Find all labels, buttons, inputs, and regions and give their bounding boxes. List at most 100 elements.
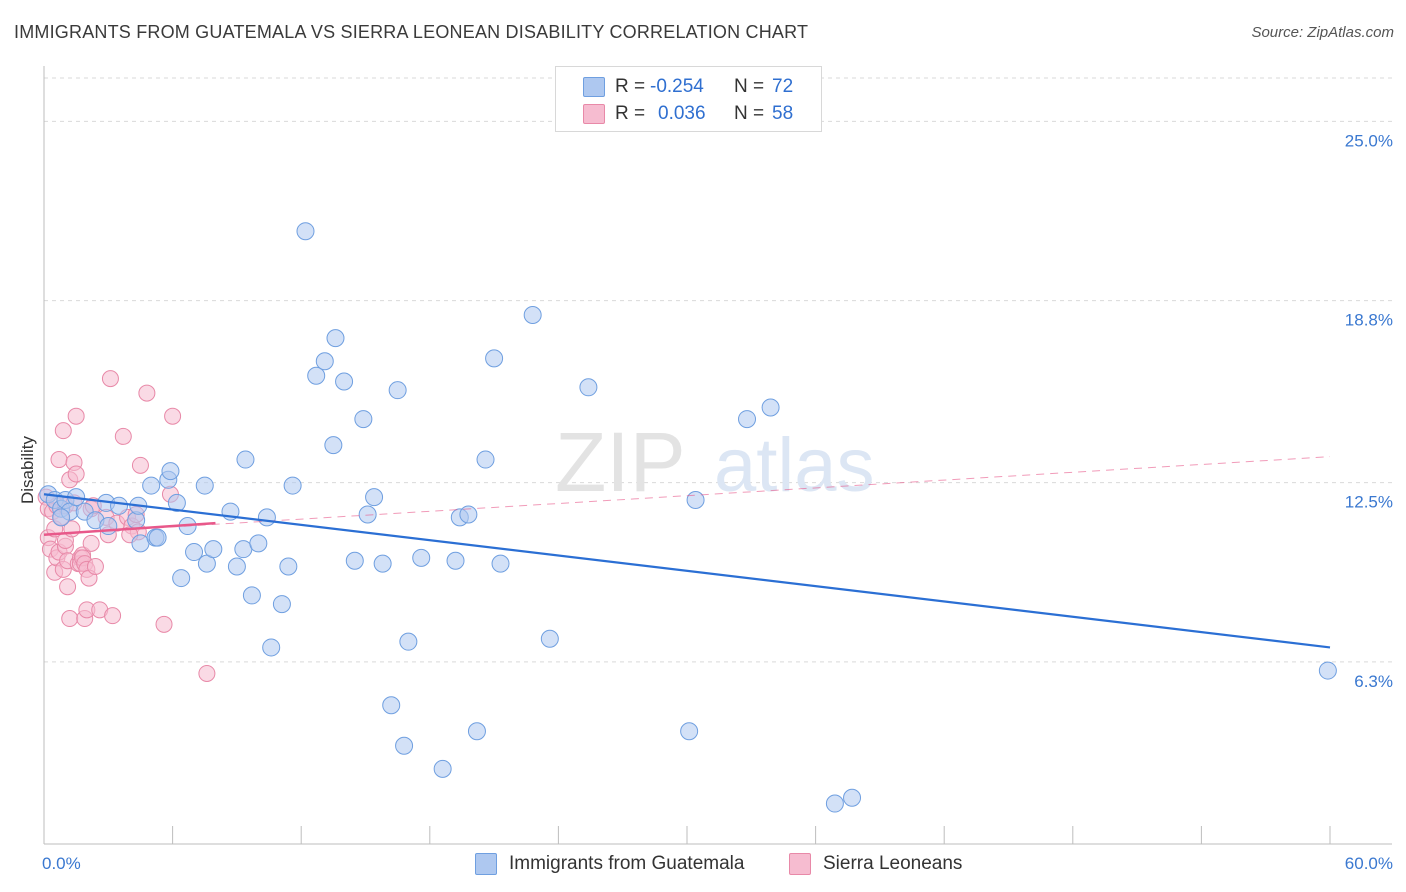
legend-r-value: -0.254 [650, 76, 704, 97]
point-sierra-leonean [101, 370, 119, 388]
legend-r-label: R = [615, 76, 646, 97]
point-guatemala [249, 534, 268, 553]
point-guatemala [395, 736, 414, 755]
point-sierra-leonean [104, 607, 122, 625]
correlation-legend: R = -0.254 N = 72 R = 0.036 N = 58 [555, 66, 822, 132]
point-guatemala [236, 450, 255, 469]
point-guatemala [1318, 661, 1337, 680]
bottom-legend-label: Immigrants from Guatemala [509, 853, 745, 874]
point-guatemala [172, 569, 191, 588]
point-guatemala [467, 722, 486, 741]
trend-lines [43, 456, 1331, 649]
point-guatemala [843, 788, 862, 807]
point-guatemala [324, 436, 343, 455]
point-guatemala [167, 493, 186, 512]
point-guatemala [761, 398, 780, 417]
point-guatemala [315, 352, 334, 371]
point-sierra-leonean [164, 407, 182, 425]
y-axis-label: Disability [18, 435, 37, 505]
point-sierra-leonean [131, 456, 149, 474]
watermark: ZIP atlas [555, 415, 875, 509]
point-sierra-leonean [82, 534, 100, 552]
point-guatemala [283, 476, 302, 495]
legend-n-value: 58 [772, 103, 794, 124]
point-guatemala [459, 505, 478, 524]
axes [43, 66, 1392, 845]
point-guatemala [373, 554, 392, 573]
legend-row-guatemala: R = -0.254 N = 72 [556, 73, 821, 101]
point-sierra-leonean [198, 664, 216, 682]
point-guatemala [680, 722, 699, 741]
point-guatemala [110, 496, 129, 515]
watermark-atlas: atlas [714, 423, 875, 508]
point-sierra-leonean [86, 558, 104, 576]
point-guatemala [161, 462, 180, 481]
point-guatemala [476, 450, 495, 469]
legend-r-value: 0.036 [658, 103, 706, 124]
point-guatemala [242, 586, 261, 605]
guatemala-points [39, 222, 1337, 813]
tick-labels: 6.3% 12.5% 18.8% 25.0% 0.0% 60.0% [42, 131, 1393, 873]
trend-line-guatemala [43, 493, 1331, 649]
bottom-legend-guatemala: Immigrants from Guatemala [475, 853, 744, 875]
point-sierra-leonean [114, 427, 132, 445]
point-sierra-leonean [54, 422, 72, 440]
point-guatemala [388, 381, 407, 400]
point-guatemala [354, 410, 373, 429]
legend-r-label: R = [615, 103, 646, 124]
legend-n-label: N = [734, 103, 765, 124]
legend-swatch-blue [583, 77, 605, 97]
point-sierra-leonean [155, 615, 173, 633]
point-guatemala [262, 638, 281, 657]
x-tick-label: 0.0% [42, 854, 81, 873]
point-sierra-leonean [61, 610, 79, 628]
point-guatemala [185, 543, 204, 562]
point-guatemala [686, 491, 705, 510]
point-guatemala [52, 508, 71, 527]
point-guatemala [399, 632, 418, 651]
point-guatemala [131, 534, 150, 553]
bottom-legend-sierra-leoneans: Sierra Leoneans [789, 853, 962, 875]
trend-line-sierra-leoneans [43, 521, 216, 536]
point-guatemala [227, 557, 246, 576]
watermark-zip: ZIP [555, 415, 686, 509]
chart-title: IMMIGRANTS FROM GUATEMALA VS SIERRA LEON… [14, 22, 809, 42]
point-sierra-leonean [138, 384, 156, 402]
point-guatemala [540, 629, 559, 648]
y-tick-label: 18.8% [1345, 311, 1393, 330]
point-guatemala [382, 696, 401, 715]
trend-line-sierra-leoneans-extended [43, 456, 1331, 536]
legend-swatch-pink [583, 104, 605, 124]
point-guatemala [234, 540, 253, 559]
legend-row-sierra-leoneans: R = 0.036 N = 58 [556, 100, 821, 128]
point-guatemala [257, 508, 276, 527]
point-sierra-leonean [67, 407, 85, 425]
point-guatemala [148, 528, 167, 547]
point-guatemala [579, 378, 598, 397]
point-guatemala [446, 551, 465, 570]
point-guatemala [345, 551, 364, 570]
point-guatemala [523, 306, 542, 325]
point-sierra-leonean [59, 578, 77, 596]
point-sierra-leonean [67, 465, 85, 483]
point-guatemala [296, 222, 315, 241]
point-guatemala [326, 329, 345, 348]
point-sierra-leonean [50, 451, 68, 469]
point-guatemala [485, 349, 504, 368]
source-label: Source: ZipAtlas.com [1251, 24, 1394, 41]
point-guatemala [307, 366, 326, 385]
legend-n-value: 72 [772, 76, 794, 97]
y-tick-label: 12.5% [1345, 493, 1393, 512]
point-guatemala [738, 410, 757, 429]
point-guatemala [358, 505, 377, 524]
point-guatemala [195, 476, 214, 495]
y-tick-label: 6.3% [1354, 672, 1393, 691]
point-guatemala [272, 595, 291, 614]
point-guatemala [204, 540, 223, 559]
point-guatemala [412, 548, 431, 567]
point-guatemala [433, 759, 452, 778]
bottom-legend-label: Sierra Leoneans [823, 853, 963, 874]
x-tick-label: 60.0% [1345, 854, 1393, 873]
bottom-swatch-pink [789, 853, 811, 875]
